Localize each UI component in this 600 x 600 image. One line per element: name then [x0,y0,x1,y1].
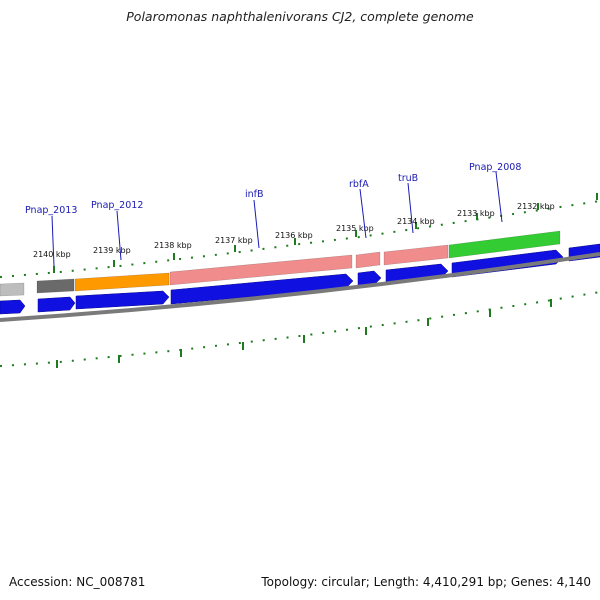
gene-label-rbfa: rbfA [349,179,369,190]
gene-label-pnap-2008: Pnap_2008 [469,162,521,173]
reverse-feature [448,230,561,259]
genome-summary-text: Topology: circular; Length: 4,410,291 bp… [261,575,591,589]
reverse-feature [74,272,170,292]
scale-label: 2138 kbp [154,241,192,250]
outer-tick-track [0,193,600,278]
reverse-strand-track [0,230,561,297]
gene-label-pnap-2013: Pnap_2013 [25,205,77,216]
genome-backbone [0,252,600,322]
forward-gene-arrow [75,290,170,310]
forward-gene-arrow [37,296,76,313]
reverse-feature [355,251,381,269]
gene-label-lines [51,171,503,267]
inner-tick-dots [0,291,600,367]
gene-labels: Pnap_2013 Pnap_2012 infB rbfA truB Pnap_… [25,162,521,216]
inner-tick-track [0,291,600,368]
reverse-feature [169,254,353,286]
scale-label: 2140 kbp [33,250,71,259]
scale-label: 2132 kbp [517,202,555,211]
forward-gene-arrow [0,299,26,315]
reverse-feature [0,282,25,297]
scale-label: 2136 kbp [275,231,313,240]
scale-label: 2137 kbp [215,236,253,245]
reverse-feature [36,278,75,294]
gene-label-trub: truB [398,173,418,184]
reverse-feature [383,244,449,266]
gene-label-line [407,182,414,234]
scale-label: 2134 kbp [397,217,435,226]
scale-labels: 2140 kbp 2139 kbp 2138 kbp 2137 kbp 2136… [33,202,555,259]
map-title: Polaromonas naphthalenivorans CJ2, compl… [126,9,474,24]
scale-label: 2135 kbp [336,224,374,233]
gene-label-line [116,210,122,261]
forward-gene-arrow [170,273,354,305]
gene-label-pnap-2012: Pnap_2012 [91,200,143,211]
scale-label: 2133 kbp [457,209,495,218]
gene-label-line [495,171,503,223]
gene-label-infb: infB [245,189,264,200]
accession-text: Accession: NC_008781 [9,575,146,589]
gene-label-line [359,188,367,239]
forward-strand-track [0,243,600,315]
gene-label-line [253,199,260,249]
outer-tick-dots [0,200,600,278]
gene-label-line [51,215,55,267]
scale-label: 2139 kbp [93,246,131,255]
